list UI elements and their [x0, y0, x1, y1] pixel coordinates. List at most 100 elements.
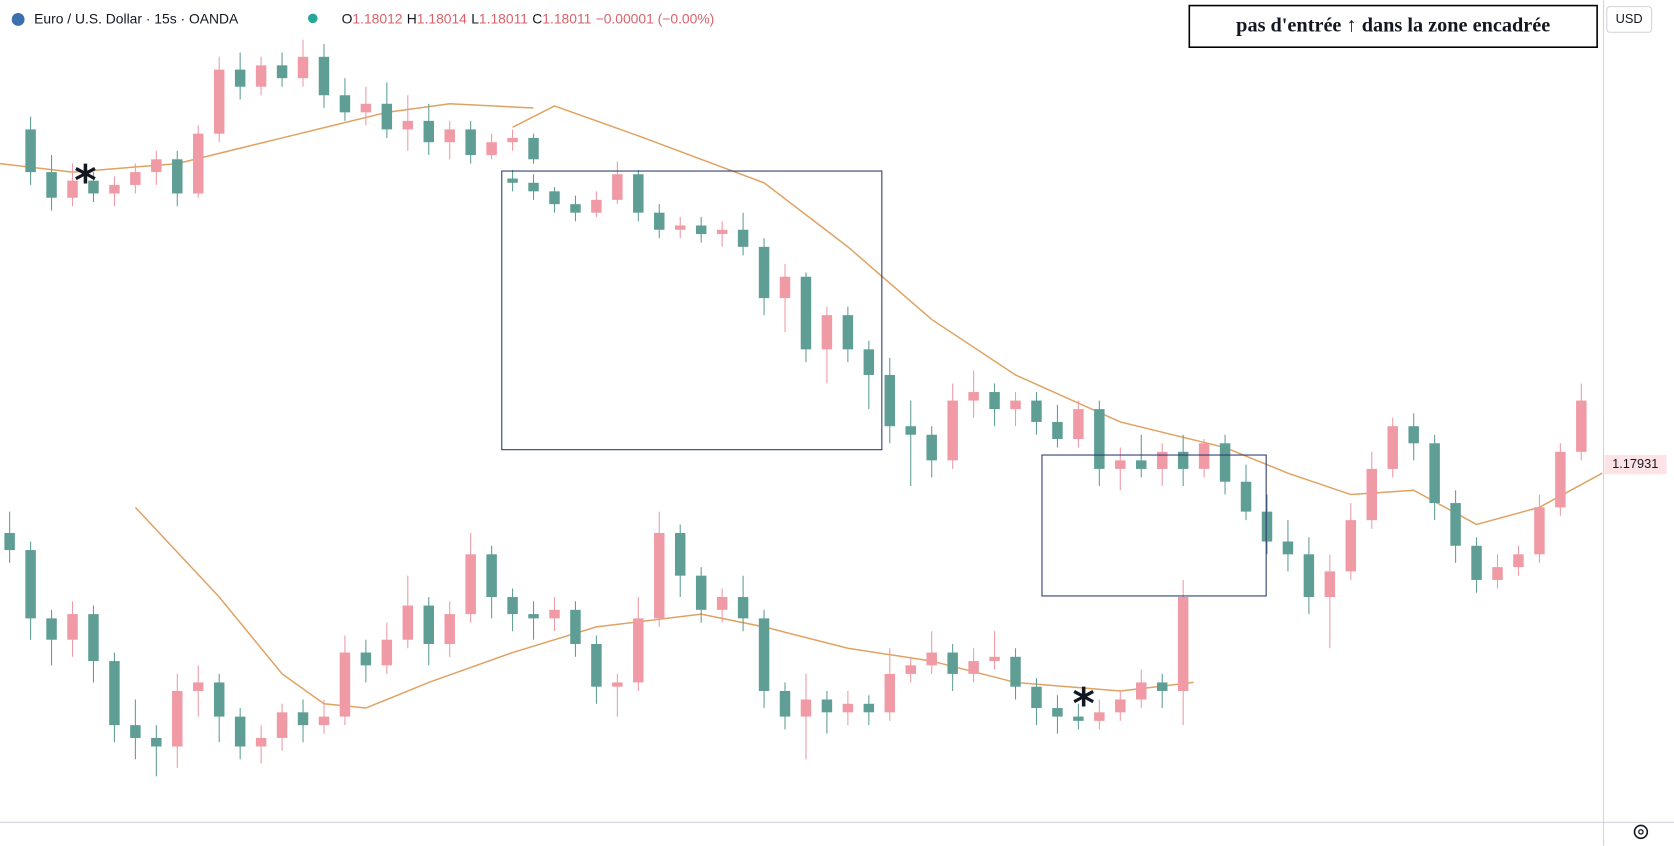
candle-body: [213, 682, 225, 717]
currency-button[interactable]: [1606, 6, 1653, 33]
candle-body: [758, 618, 770, 691]
candle-body: [423, 605, 434, 644]
candle-body: [402, 120, 414, 130]
last-price-badge: [1604, 455, 1667, 475]
candle-body: [276, 712, 288, 738]
candle-body: [1513, 554, 1524, 568]
candle-body: [654, 212, 665, 230]
candle-body: [1136, 682, 1147, 700]
candle-body: [528, 182, 539, 192]
candle-body: [1156, 451, 1168, 469]
ohlc-value: 1.18012: [352, 10, 402, 26]
candle-body: [1010, 400, 1021, 410]
candle-body: [758, 246, 770, 299]
candle-body: [25, 550, 36, 619]
candle-body: [654, 532, 665, 619]
candle-body: [779, 276, 791, 299]
candle-body: [1534, 507, 1545, 555]
candle-body: [612, 174, 623, 200]
candle-body: [1031, 400, 1042, 422]
symbol-logo: [11, 13, 25, 26]
candle-body: [444, 129, 455, 143]
candle-body: [800, 276, 812, 350]
candle-body: [486, 554, 497, 598]
candle-body: [1136, 460, 1147, 469]
candle-body: [528, 137, 539, 160]
candle-body: [486, 142, 497, 156]
ohlc: O1.18012 H1.18014 L1.18011 C1.18011 −0.00001…: [342, 10, 715, 26]
candle-body: [612, 682, 623, 687]
candle-body: [318, 716, 330, 726]
candle-body: [947, 400, 958, 461]
candle-body: [695, 575, 707, 610]
frame-zone: [501, 170, 883, 451]
candle-body: [255, 737, 267, 747]
candle-body: [1052, 708, 1063, 717]
candle-body: [88, 180, 99, 194]
candle-body: [1387, 426, 1398, 469]
candle-body: [318, 56, 330, 96]
candle-body: [926, 434, 937, 461]
candle-body: [716, 229, 728, 235]
last-price-label: 1.17931: [1612, 456, 1658, 471]
candle-body: [549, 609, 560, 619]
settings-icon: [1638, 829, 1644, 835]
candle-body: [465, 554, 476, 615]
candle-body: [842, 703, 854, 713]
candle-body: [360, 652, 372, 666]
candle-body: [591, 643, 602, 687]
marker: *: [1072, 679, 1094, 729]
candle-body: [1052, 421, 1063, 440]
moving-average: [134, 506, 1194, 709]
candle-body: [1177, 597, 1189, 691]
candle-body: [1345, 520, 1357, 572]
candle-body: [1492, 567, 1503, 580]
candle-body: [1261, 511, 1273, 542]
candle-body: [926, 652, 937, 666]
candle-body: [130, 172, 141, 185]
candle-body: [381, 639, 393, 666]
candle-body: [716, 597, 728, 610]
candle-body: [863, 703, 875, 713]
candle-body: [1282, 541, 1294, 555]
candle-body: [1094, 409, 1105, 469]
candle-body: [507, 137, 518, 143]
candle-body: [989, 656, 1000, 662]
candle-body: [423, 120, 434, 143]
candle-body: [25, 129, 36, 173]
candle-body: [821, 315, 833, 350]
candle-body: [172, 690, 183, 747]
axis-labels: 1.17931: [1604, 455, 1667, 475]
candle-body: [151, 159, 162, 173]
candle-body: [402, 605, 414, 640]
candle-body: [172, 159, 183, 194]
candle-body: [67, 180, 78, 198]
candle-body: [297, 712, 309, 726]
candle-body: [1156, 682, 1168, 691]
candle-body: [905, 665, 916, 674]
candle-body: [1094, 712, 1105, 721]
settings-icon[interactable]: [1633, 824, 1649, 840]
candle-body: [88, 614, 99, 662]
legend: Euro / U.S. Dollar · 15s · OANDA: [34, 10, 239, 26]
candle-body: [570, 204, 581, 213]
note: pas d'entrée ↑ dans la zone encadrée: [1236, 15, 1550, 37]
candle-body: [1555, 451, 1566, 508]
candle-body: [800, 699, 812, 717]
candle-body: [213, 69, 225, 134]
currency[interactable]: USD: [1616, 11, 1643, 26]
candle-body: [591, 199, 602, 213]
candle-body: [633, 618, 644, 683]
candle-body: [109, 184, 120, 194]
candle-body: [1240, 481, 1252, 512]
marker: *: [74, 156, 96, 206]
candle-body: [821, 699, 833, 713]
candle-body: [1408, 426, 1419, 444]
candle-body: [1073, 716, 1084, 721]
candle-body: [130, 725, 141, 738]
candle-body: [695, 225, 707, 235]
candle-body: [549, 191, 560, 205]
marks: [0, 39, 1603, 777]
